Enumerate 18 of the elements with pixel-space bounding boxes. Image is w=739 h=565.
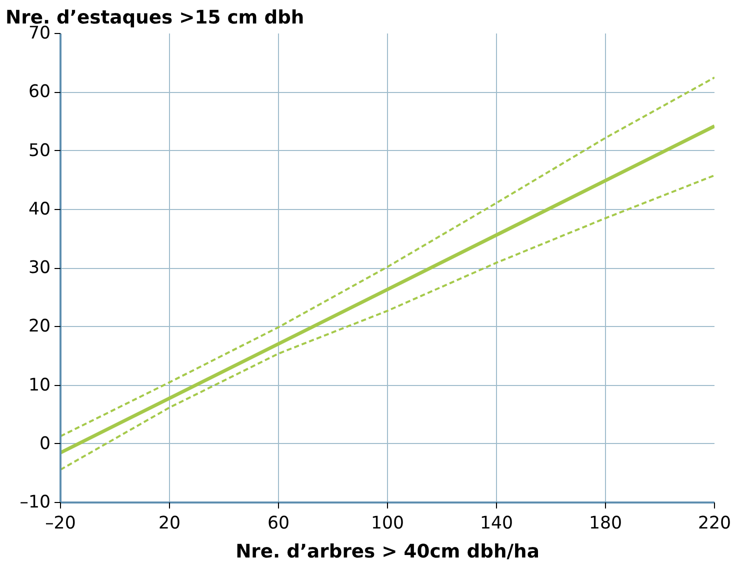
x-tick-label: 140 — [480, 514, 514, 534]
y-tick-label: 50 — [28, 140, 51, 161]
x-tick-label: 100 — [370, 514, 404, 534]
y-tick-label: 0 — [39, 434, 51, 454]
line-series — [60, 174, 714, 471]
y-tick-label: 10 — [28, 375, 51, 396]
x-tick-label: –20 — [45, 514, 76, 534]
y-tick-label: 20 — [28, 316, 51, 337]
x-tick-label: 60 — [267, 514, 290, 534]
y-tick-label: 60 — [28, 82, 51, 102]
y-tick-label: 30 — [28, 258, 51, 278]
y-tick-label: 40 — [28, 199, 51, 220]
x-tick-label: 20 — [158, 514, 181, 534]
x-tick-label: 220 — [698, 514, 732, 534]
x-axis-title: Nre. d’arbres > 40cm dbh/ha — [236, 542, 540, 562]
line-series — [60, 76, 714, 438]
x-tick-label: 180 — [588, 514, 622, 534]
y-tick-label: –10 — [20, 492, 51, 512]
